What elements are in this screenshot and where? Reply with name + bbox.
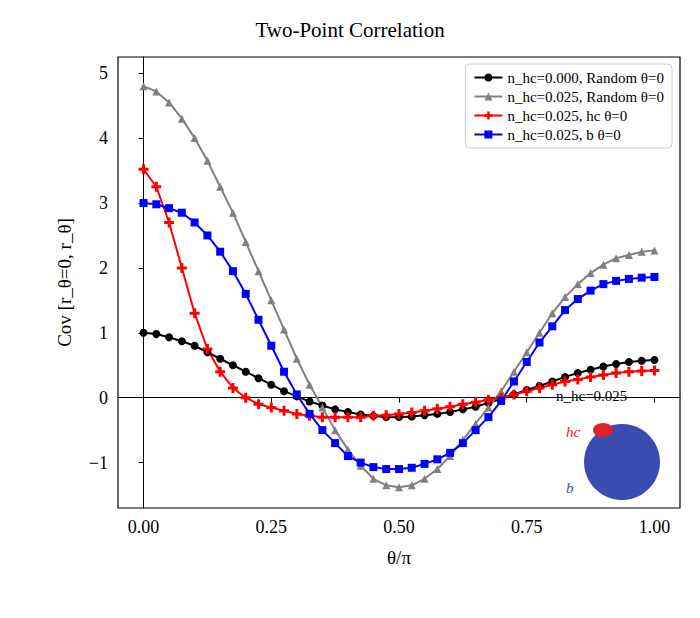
svg-text:−1: −1 [89,453,108,473]
svg-text:n_hc=0.025, Random θ=0: n_hc=0.025, Random θ=0 [507,89,664,105]
svg-text:2: 2 [99,258,108,278]
svg-text:Cov [r_θ=0, r_θ]: Cov [r_θ=0, r_θ] [54,218,75,347]
svg-text:n_hc=0.025, b θ=0: n_hc=0.025, b θ=0 [507,127,620,143]
svg-text:3: 3 [99,193,108,213]
svg-text:4: 4 [99,128,108,148]
svg-text:0: 0 [99,388,108,408]
svg-text:0.75: 0.75 [511,517,543,537]
svg-text:0.00: 0.00 [128,517,160,537]
svg-text:1.00: 1.00 [639,517,671,537]
svg-text:θ/π: θ/π [387,547,411,568]
svg-text:hc: hc [566,424,581,440]
svg-text:Two-Point Correlation: Two-Point Correlation [255,18,445,42]
svg-text:5: 5 [99,63,108,83]
svg-text:0.50: 0.50 [383,517,415,537]
svg-text:1: 1 [99,323,108,343]
svg-text:n_hc=0.025, hc θ=0: n_hc=0.025, hc θ=0 [507,108,627,124]
svg-text:n_hc=0.000, Random θ=0: n_hc=0.000, Random θ=0 [507,70,664,86]
svg-text:n_hc=0.025: n_hc=0.025 [556,388,627,404]
svg-text:b: b [566,480,574,496]
svg-text:0.25: 0.25 [256,517,288,537]
